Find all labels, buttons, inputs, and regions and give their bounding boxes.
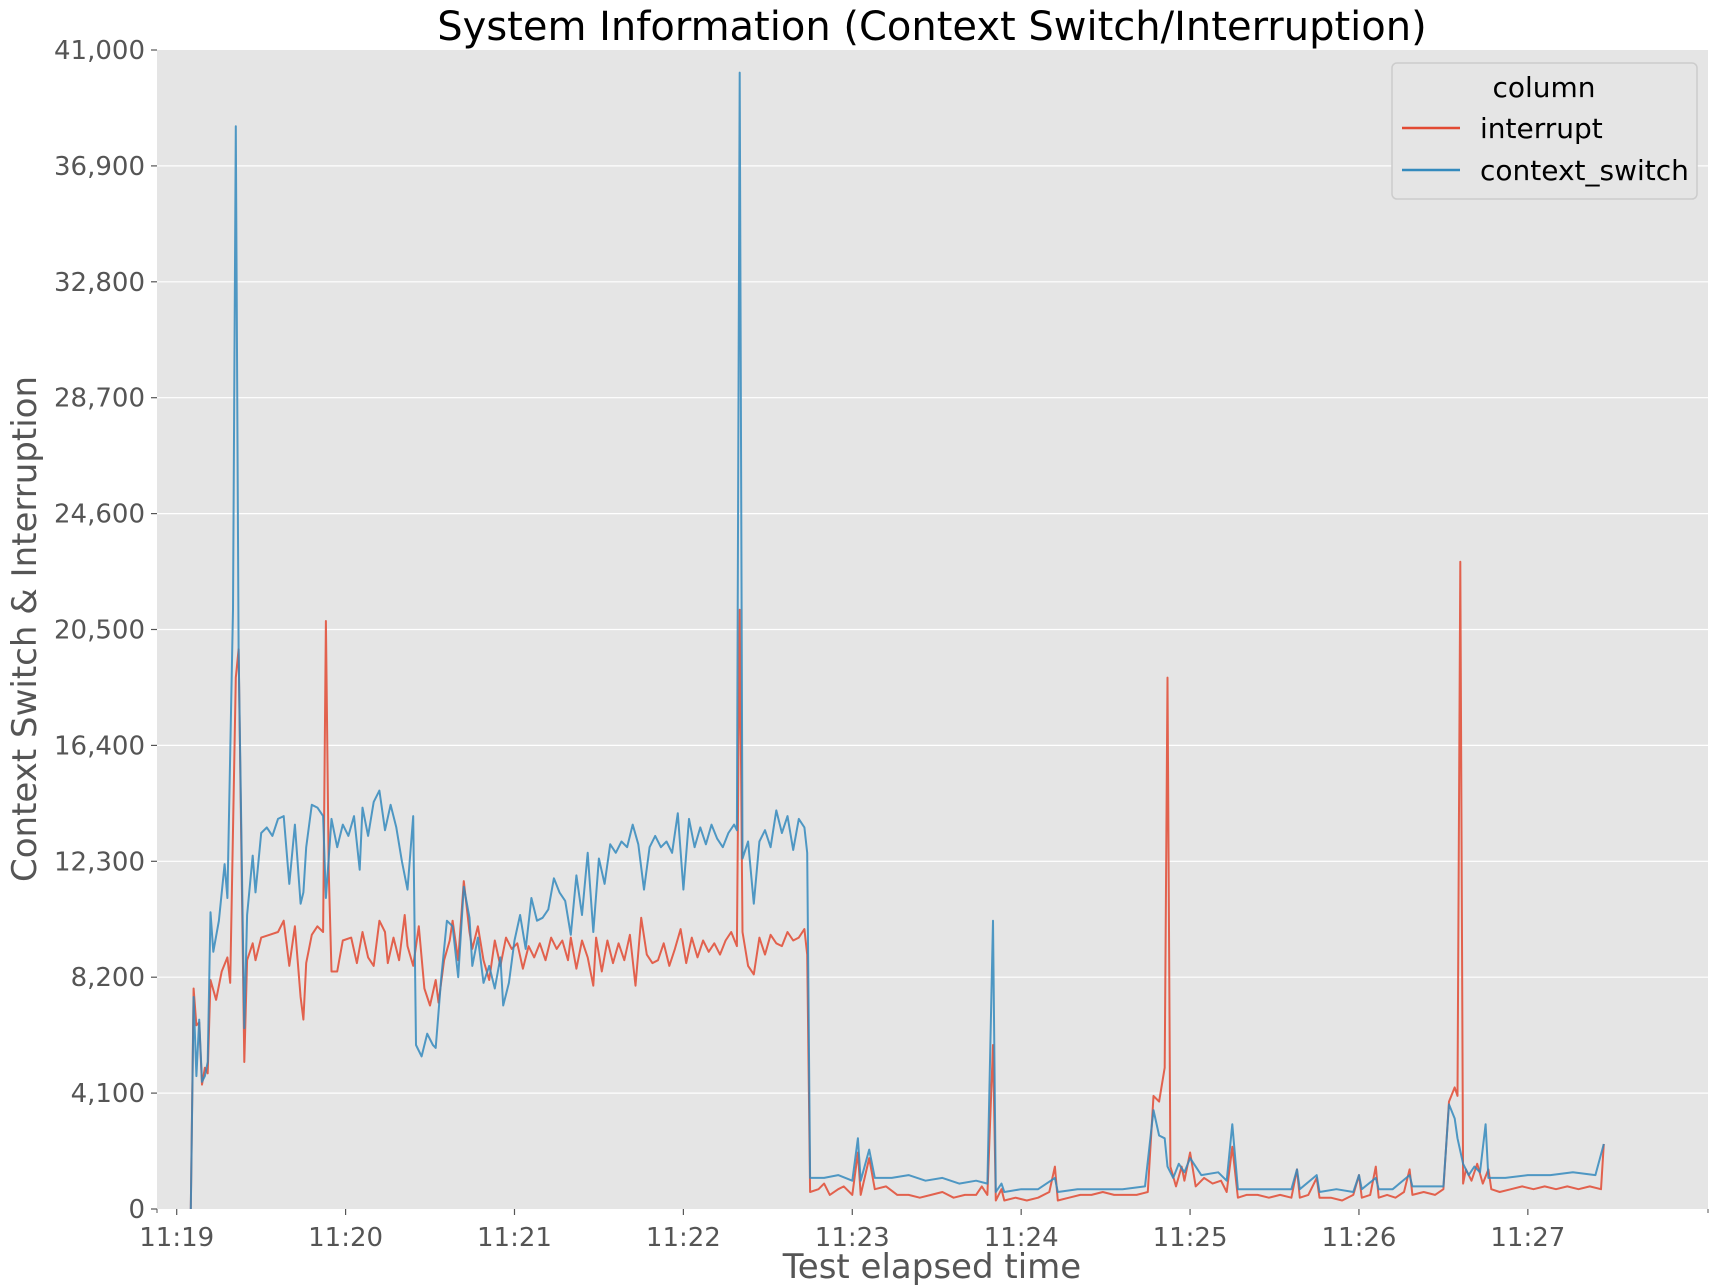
x-tick-label: 11:22 (646, 1223, 721, 1253)
legend-box (1391, 62, 1698, 200)
y-tick-label: 32,800 (54, 268, 145, 298)
grid-lines (157, 165, 1708, 1094)
y-tick-label: 4,100 (71, 1079, 145, 1109)
y-tick-label: 12,300 (54, 847, 145, 877)
x-tick-label: 11:19 (139, 1223, 214, 1253)
y-tick-label: 8,200 (71, 963, 145, 993)
legend-label-interrupt: interrupt (1480, 112, 1603, 145)
x-axis-title: Test elapsed time (782, 1247, 1081, 1287)
series-lines (189, 71, 1605, 1210)
y-tick-label: 16,400 (54, 731, 145, 761)
y-tick-label: 41,000 (54, 36, 145, 66)
legend-title: column (1492, 71, 1595, 104)
series-line-context-switch (189, 71, 1605, 1210)
legend-label-context-switch: context_switch (1480, 154, 1689, 187)
y-tick-label: 28,700 (54, 384, 145, 414)
y-tick-label: 0 (128, 1195, 145, 1225)
y-tick-label: 24,600 (54, 500, 145, 530)
y-axis-title: Context Switch & Interruption (5, 376, 45, 882)
x-tick-label: 11:23 (815, 1223, 890, 1253)
legend: column interrupt context_switch (1391, 62, 1698, 200)
axes: 0 4,100 8,200 12,300 16,400 20,500 24,600 28,70… (54, 36, 1709, 1253)
series-line-interrupt (189, 560, 1605, 1210)
y-tick-label: 20,500 (54, 616, 145, 646)
x-tick-label: 11:25 (1153, 1223, 1228, 1253)
x-tick-label: 11:20 (308, 1223, 383, 1253)
x-tick-label: 11:27 (1490, 1223, 1565, 1253)
x-tick-label: 11:24 (984, 1223, 1059, 1253)
y-tick-label: 36,900 (54, 152, 145, 182)
x-tick-label: 11:21 (477, 1223, 552, 1253)
chart-title: System Information (Context Switch/Inter… (437, 4, 1426, 50)
x-tick-label: 11:26 (1321, 1223, 1396, 1253)
